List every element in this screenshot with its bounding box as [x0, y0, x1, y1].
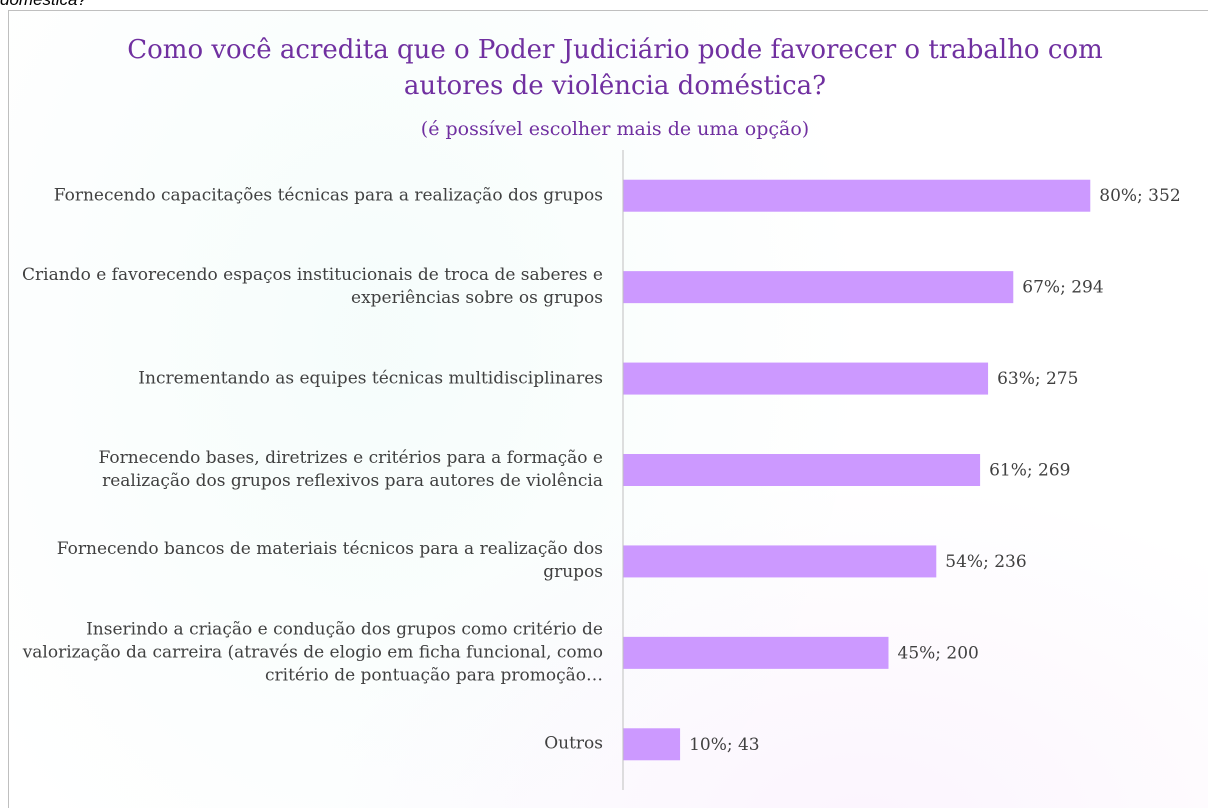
y-tick-label: Inserindo a criação e condução dos grupo… — [10, 618, 603, 687]
data-label: 10%; 43 — [689, 735, 760, 755]
page: doméstica? Como você acredita que o Pode… — [0, 0, 1208, 808]
data-label: 67%; 294 — [1022, 278, 1103, 298]
data-label: 54%; 236 — [945, 552, 1026, 572]
bar — [623, 363, 988, 395]
bar — [623, 271, 1013, 303]
data-label: 80%; 352 — [1099, 186, 1180, 206]
bar — [623, 637, 889, 669]
y-tick-label: Incrementando as equipes técnicas multid… — [10, 367, 603, 390]
y-tick-label: Criando e favorecendo espaços institucio… — [10, 264, 603, 310]
bar — [623, 180, 1090, 212]
data-label: 61%; 269 — [989, 461, 1070, 481]
data-label: 45%; 200 — [898, 643, 979, 663]
y-tick-label: Fornecendo bases, diretrizes e critérios… — [10, 447, 603, 493]
bar — [623, 728, 680, 760]
y-tick-label: Fornecendo capacitações técnicas para a … — [10, 184, 603, 207]
bar — [623, 545, 936, 577]
y-tick-label: Outros — [10, 733, 603, 756]
bar — [623, 454, 980, 486]
data-label: 63%; 275 — [997, 369, 1078, 389]
y-tick-label: Fornecendo bancos de materiais técnicos … — [10, 538, 603, 584]
